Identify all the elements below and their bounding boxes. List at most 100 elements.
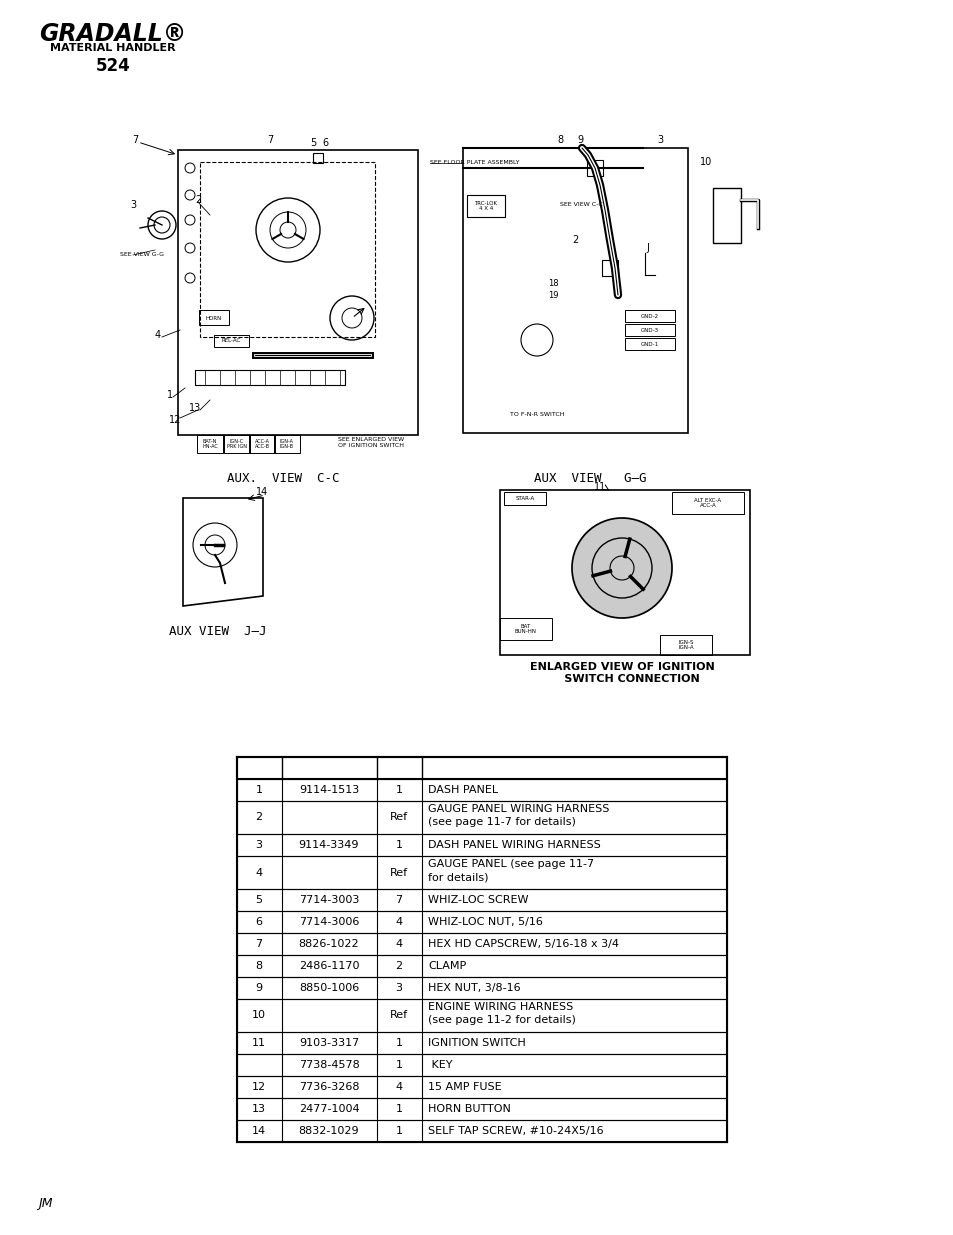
Text: 2: 2 [571,235,578,245]
Bar [196,435,223,453]
Text: 4: 4 [255,867,262,878]
Bar [236,1032,726,1053]
Text: 3: 3 [130,200,136,210]
Text: IGN-A
IGN-B: IGN-A IGN-B [280,438,294,450]
Text: 2486-1170: 2486-1170 [298,961,359,971]
Bar [236,1076,726,1098]
Text: Ref: Ref [390,813,408,823]
Bar [712,188,740,243]
Text: ALT EXC-A
ACC-A: ALT EXC-A ACC-A [694,498,720,509]
Text: 14: 14 [252,1126,266,1136]
Text: DASH PANEL WIRING HARNESS: DASH PANEL WIRING HARNESS [428,840,600,850]
Text: HORN: HORN [206,315,222,321]
Bar [499,618,552,640]
Bar [659,635,711,655]
Text: 3: 3 [395,983,402,993]
Text: SEE VIEW G-G: SEE VIEW G-G [120,252,164,258]
Bar [499,490,749,655]
Text: GRADALL®: GRADALL® [39,22,187,46]
Text: HEX NUT, 3/8-16: HEX NUT, 3/8-16 [428,983,520,993]
Text: 7738-4578: 7738-4578 [298,1060,359,1070]
Text: 10: 10 [252,1010,266,1020]
Text: 2477-1004: 2477-1004 [298,1104,359,1114]
Text: GAUGE PANEL WIRING HARNESS: GAUGE PANEL WIRING HARNESS [428,804,609,814]
Bar [274,435,299,453]
Text: 12: 12 [252,1082,266,1092]
Bar [236,856,726,889]
Text: REL-AC: REL-AC [221,338,240,343]
Text: 13: 13 [252,1104,266,1114]
Text: 1: 1 [395,1126,402,1136]
Text: 19: 19 [547,290,558,300]
Text: (see page 11-7 for details): (see page 11-7 for details) [428,818,576,827]
Text: HORN BUTTON: HORN BUTTON [428,1104,511,1114]
Text: 4: 4 [395,939,402,948]
Text: (see page 11-2 for details): (see page 11-2 for details) [428,1015,576,1025]
Bar [213,335,249,347]
Bar [236,757,726,779]
Text: 7714-3003: 7714-3003 [298,895,359,905]
Bar [236,1053,726,1076]
Text: Ref: Ref [390,1010,408,1020]
Bar [462,148,687,433]
Text: 7: 7 [255,939,262,948]
Text: 3: 3 [255,840,262,850]
Bar [467,195,504,217]
Text: SEE FLOOR PLATE ASSEMBLY: SEE FLOOR PLATE ASSEMBLY [430,161,519,165]
Text: 1: 1 [395,1060,402,1070]
Text: 8: 8 [557,135,562,144]
Text: GND-3: GND-3 [640,327,659,332]
Text: 4: 4 [395,918,402,927]
Text: SEE ENLARGED VIEW
OF IGNITION SWITCH: SEE ENLARGED VIEW OF IGNITION SWITCH [337,437,404,448]
Bar [236,779,726,802]
Text: 8850-1006: 8850-1006 [298,983,358,993]
Bar [249,435,274,453]
Text: IGN-S
IGN-A: IGN-S IGN-A [678,640,693,651]
Bar [194,370,345,385]
Text: 11: 11 [252,1037,266,1049]
Bar [236,911,726,932]
Text: IGNITION SWITCH: IGNITION SWITCH [428,1037,525,1049]
Text: 1: 1 [395,840,402,850]
Text: 9114-1513: 9114-1513 [298,785,358,795]
Text: ACC-A
ACC-B: ACC-A ACC-B [254,438,269,450]
Text: 9: 9 [255,983,262,993]
Bar [236,1098,726,1120]
Text: WHIZ-LOC NUT, 5/16: WHIZ-LOC NUT, 5/16 [428,918,542,927]
Text: 4: 4 [154,330,161,340]
Bar [236,955,726,977]
Bar [236,1120,726,1142]
Text: IGN-C
PRK IGN: IGN-C PRK IGN [227,438,247,450]
Bar [236,802,726,834]
Bar [224,435,250,453]
Text: HEX HD CAPSCREW, 5/16-18 x 3/4: HEX HD CAPSCREW, 5/16-18 x 3/4 [428,939,618,948]
Text: 7: 7 [132,135,138,144]
Bar [624,324,675,336]
Bar [624,310,675,322]
Bar [236,932,726,955]
Bar [671,492,743,514]
Text: 2: 2 [255,813,262,823]
Text: 7: 7 [395,895,402,905]
Text: 6: 6 [321,138,328,148]
Text: SEE VIEW C-C: SEE VIEW C-C [559,203,602,207]
Text: 13: 13 [189,403,201,412]
Text: BAT
BUN-HN: BAT BUN-HN [515,624,537,635]
Text: JM: JM [38,1197,52,1210]
Text: AUX  VIEW   G–G: AUX VIEW G–G [533,472,645,485]
Text: 1: 1 [167,390,172,400]
Text: 7736-3268: 7736-3268 [298,1082,359,1092]
Text: 11: 11 [594,482,605,492]
Bar [199,310,229,325]
Text: ENGINE WIRING HARNESS: ENGINE WIRING HARNESS [428,1002,573,1011]
Bar [236,977,726,999]
Text: 6: 6 [255,918,262,927]
Text: 2: 2 [395,961,402,971]
Text: 8826-1022: 8826-1022 [298,939,359,948]
Text: 9114-3349: 9114-3349 [298,840,359,850]
Bar [624,338,675,350]
Text: 1: 1 [395,1104,402,1114]
Text: WHIZ-LOC SCREW: WHIZ-LOC SCREW [428,895,528,905]
Text: 3: 3 [657,135,662,144]
Text: GAUGE PANEL (see page 11-7: GAUGE PANEL (see page 11-7 [428,860,594,869]
